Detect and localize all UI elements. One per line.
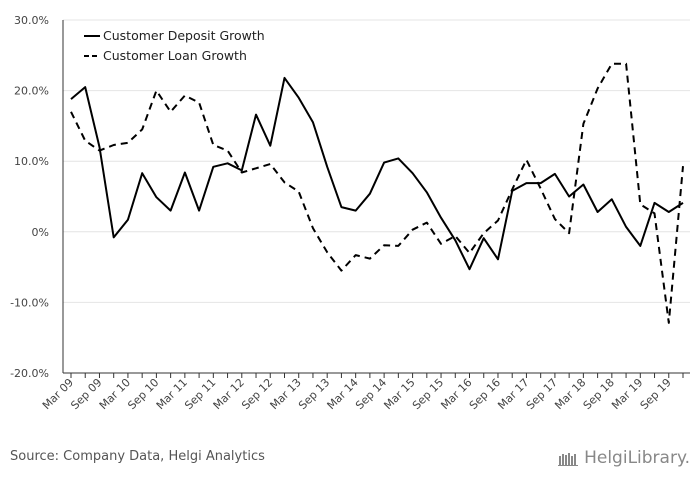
x-tick-label: Mar 11 bbox=[154, 376, 190, 412]
loan-growth-line bbox=[70, 62, 684, 324]
legend-label: Customer Deposit Growth bbox=[103, 28, 265, 43]
y-tick-label: 10.0% bbox=[14, 155, 49, 168]
x-tick-label: Sep 09 bbox=[68, 376, 104, 412]
x-tick-label: Mar 16 bbox=[438, 376, 474, 412]
series-lines bbox=[70, 62, 684, 324]
x-tick-label: Sep 11 bbox=[182, 376, 218, 412]
source-note: Source: Company Data, Helgi Analytics bbox=[10, 449, 265, 464]
y-tick-label: 30.0% bbox=[14, 14, 49, 27]
deposit-growth-line bbox=[70, 76, 684, 271]
x-tick-label: Sep 18 bbox=[581, 376, 617, 412]
x-tick-label: Mar 18 bbox=[552, 376, 588, 412]
x-tick-label: Mar 13 bbox=[268, 376, 304, 412]
brand-logo: HelgiLibrary. bbox=[558, 448, 690, 468]
y-tick-label: -20.0% bbox=[10, 367, 49, 380]
y-axis: 30.0% 20.0% 10.0% 0% -10.0% -20.0% bbox=[10, 14, 49, 380]
x-tick-label: Sep 16 bbox=[467, 376, 503, 412]
y-tick-label: -10.0% bbox=[10, 296, 49, 309]
x-tick-label: Mar 17 bbox=[495, 376, 531, 412]
x-tick-label: Sep 13 bbox=[296, 376, 332, 412]
line-chart: 30.0%20.0%10.0%0%-10.0%-20.0% Mar 09Sep … bbox=[10, 14, 690, 412]
y-tick-label: 0% bbox=[32, 226, 49, 239]
x-tick-label: Mar 14 bbox=[325, 376, 361, 412]
x-tick-label: Mar 09 bbox=[40, 376, 76, 412]
x-tick-label: Mar 15 bbox=[381, 376, 417, 412]
x-tick-label: Sep 19 bbox=[638, 376, 674, 412]
brand-name: HelgiLibrary. bbox=[584, 448, 690, 468]
x-tick-label: Mar 19 bbox=[609, 376, 645, 412]
library-icon bbox=[558, 453, 579, 466]
x-tick-label: Sep 10 bbox=[125, 376, 161, 412]
x-tick-label: Mar 12 bbox=[211, 376, 247, 412]
legend-label: Customer Loan Growth bbox=[103, 48, 247, 63]
x-tick-label: Sep 12 bbox=[239, 376, 275, 412]
x-tick-label: Sep 14 bbox=[353, 376, 389, 412]
y-tick-label: 20.0% bbox=[14, 85, 49, 98]
legend: Customer Deposit Growth Customer Loan Gro… bbox=[84, 28, 265, 63]
x-tick-label: Mar 10 bbox=[97, 376, 133, 412]
